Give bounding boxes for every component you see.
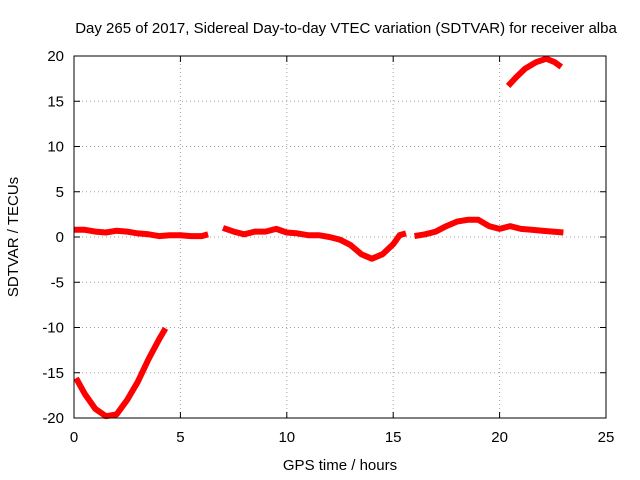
chart-title: Day 265 of 2017, Sidereal Day-to-day VTE… — [75, 20, 617, 37]
y-axis-label: SDTVAR / TECUs — [5, 177, 22, 297]
y-tick-label: 5 — [56, 184, 64, 201]
y-tick-labels: -20 -15 -10 -5 0 5 10 15 20 — [42, 48, 64, 427]
x-tick-label: 20 — [491, 429, 508, 446]
y-tick-label: -10 — [42, 320, 64, 337]
x-tick-label: 15 — [385, 429, 402, 446]
y-tick-label: -5 — [51, 274, 64, 291]
series-line-arc-1 — [73, 326, 169, 420]
data-series-group — [73, 55, 564, 420]
x-tick-label: 10 — [278, 429, 295, 446]
series-line-arc-3 — [222, 225, 407, 262]
x-tick-labels: 0 5 10 15 20 25 — [70, 429, 615, 446]
x-tick-label: 5 — [176, 429, 184, 446]
series-line-arc-5 — [505, 55, 564, 88]
series-line-arc-4 — [413, 216, 564, 240]
axis-ticks — [73, 55, 607, 419]
series-line-arc-2 — [74, 226, 209, 240]
x-tick-label: 0 — [70, 429, 78, 446]
x-axis-label: GPS time / hours — [283, 457, 397, 474]
y-tick-label: 10 — [47, 139, 64, 156]
y-tick-label: 15 — [47, 93, 64, 110]
y-tick-label: 0 — [56, 229, 64, 246]
y-tick-label: -15 — [42, 365, 64, 382]
y-tick-label: 20 — [47, 48, 64, 65]
y-tick-label: -20 — [42, 410, 64, 427]
x-tick-label: 25 — [598, 429, 615, 446]
